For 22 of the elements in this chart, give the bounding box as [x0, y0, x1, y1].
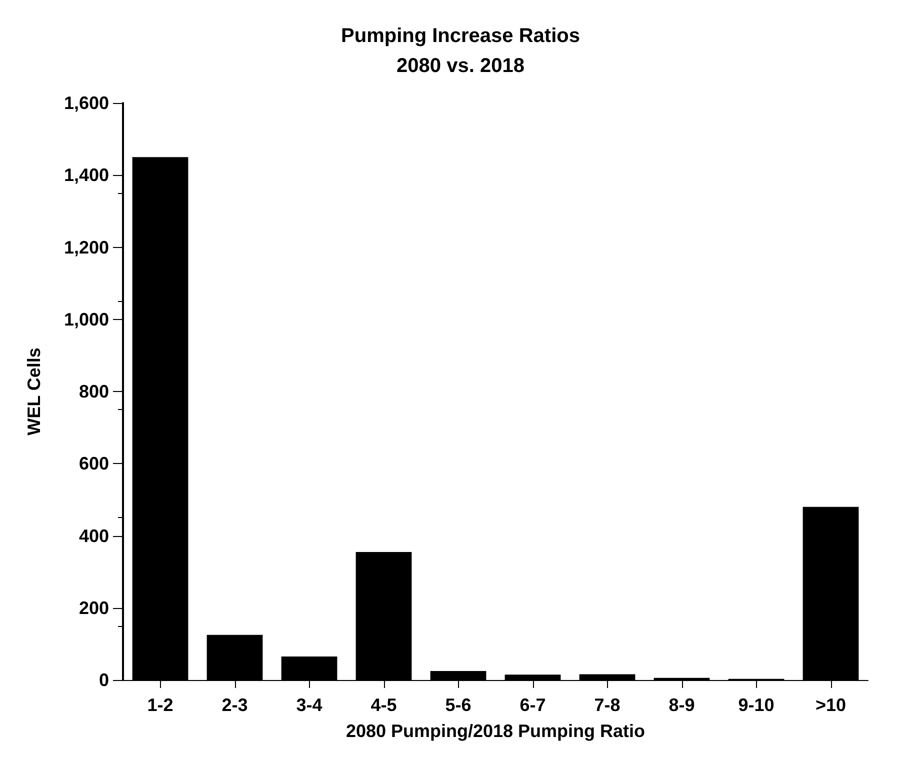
- x-axis-title: 2080 Pumping/2018 Pumping Ratio: [346, 721, 646, 741]
- x-tick-label: 4-5: [370, 695, 397, 715]
- y-axis-title: WEL Cells: [24, 348, 44, 436]
- x-tick-label: 5-6: [445, 695, 472, 715]
- y-tick-label: 0: [98, 670, 109, 690]
- x-tick-label: 6-7: [520, 695, 546, 715]
- y-tick-label: 1,600: [64, 93, 109, 113]
- x-tick-label: >10: [815, 695, 846, 715]
- y-tick-label: 1,000: [64, 309, 109, 330]
- x-tick-label: 3-4: [296, 695, 322, 715]
- y-tick-label: 800: [78, 382, 109, 402]
- chart-title: Pumping Increase Ratios 2080 vs. 2018: [341, 25, 580, 77]
- y-tick-label: 600: [78, 454, 109, 474]
- x-tick-label: 8-9: [668, 695, 695, 715]
- x-tick-label: 9-10: [738, 695, 774, 715]
- x-tick-label: 2-3: [222, 695, 248, 715]
- x-tick-label: 1-2: [147, 695, 174, 715]
- y-tick-label: 1,200: [64, 237, 109, 258]
- y-tick-label: 400: [78, 526, 109, 546]
- y-tick-label: 200: [78, 598, 109, 618]
- x-tick-label: 7-8: [594, 695, 620, 715]
- y-tick-label: 1,400: [64, 165, 109, 186]
